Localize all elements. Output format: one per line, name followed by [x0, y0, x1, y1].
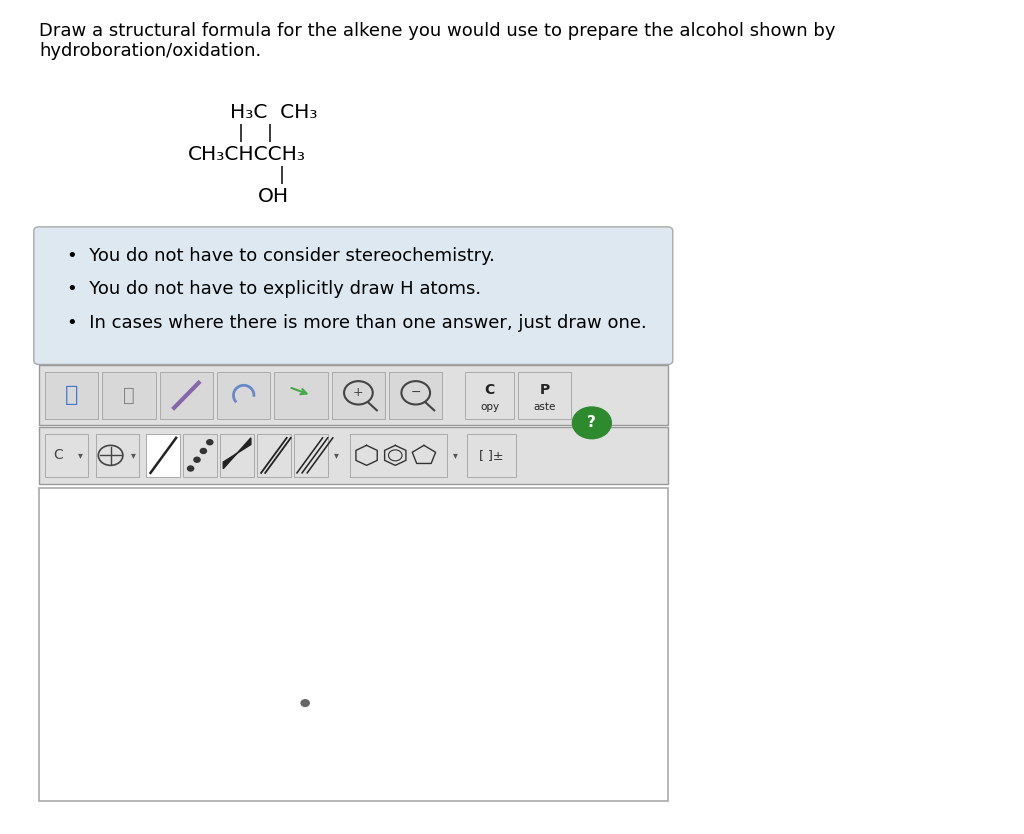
Text: •  In cases where there is more than one answer, just draw one.: • In cases where there is more than one … — [67, 314, 646, 332]
Text: C: C — [53, 449, 63, 462]
Text: H₃C  CH₃: H₃C CH₃ — [230, 103, 317, 122]
Circle shape — [187, 466, 194, 471]
FancyBboxPatch shape — [294, 434, 328, 477]
FancyBboxPatch shape — [518, 372, 571, 419]
FancyBboxPatch shape — [257, 434, 291, 477]
FancyBboxPatch shape — [217, 372, 270, 419]
FancyBboxPatch shape — [220, 434, 254, 477]
Text: aste: aste — [534, 402, 556, 412]
FancyBboxPatch shape — [39, 488, 668, 801]
Circle shape — [194, 457, 200, 462]
Text: ▾: ▾ — [335, 450, 339, 460]
Text: [ ]±: [ ]± — [479, 449, 504, 462]
Text: 🧪: 🧪 — [123, 386, 135, 404]
FancyBboxPatch shape — [39, 365, 668, 425]
Text: ▾: ▾ — [131, 450, 135, 460]
FancyBboxPatch shape — [45, 434, 88, 477]
FancyBboxPatch shape — [465, 372, 514, 419]
Text: ▾: ▾ — [79, 450, 83, 460]
FancyBboxPatch shape — [102, 372, 156, 419]
Text: P: P — [540, 383, 550, 397]
Text: |    |: | | — [238, 124, 272, 143]
Text: CH₃CHCCH₃: CH₃CHCCH₃ — [187, 145, 305, 163]
Text: |: | — [279, 166, 285, 184]
Text: +: + — [353, 386, 364, 399]
Text: −: − — [411, 386, 421, 399]
Text: ?: ? — [588, 414, 596, 430]
Circle shape — [201, 449, 207, 454]
FancyBboxPatch shape — [96, 434, 139, 477]
Text: Draw a structural formula for the alkene you would use to prepare the alcohol sh: Draw a structural formula for the alkene… — [39, 22, 836, 61]
FancyBboxPatch shape — [389, 372, 442, 419]
Circle shape — [207, 440, 213, 445]
Circle shape — [301, 700, 309, 706]
Text: C: C — [484, 383, 495, 397]
FancyBboxPatch shape — [45, 372, 98, 419]
Polygon shape — [223, 438, 251, 469]
FancyBboxPatch shape — [332, 372, 385, 419]
FancyBboxPatch shape — [146, 434, 180, 477]
Text: opy: opy — [480, 402, 499, 412]
Text: ▾: ▾ — [454, 450, 458, 460]
FancyBboxPatch shape — [467, 434, 516, 477]
FancyBboxPatch shape — [274, 372, 328, 419]
Text: •  You do not have to explicitly draw H atoms.: • You do not have to explicitly draw H a… — [67, 280, 480, 299]
Circle shape — [572, 407, 611, 439]
Text: •  You do not have to consider stereochemistry.: • You do not have to consider stereochem… — [67, 247, 495, 265]
FancyBboxPatch shape — [350, 434, 447, 477]
FancyBboxPatch shape — [183, 434, 217, 477]
Text: OH: OH — [258, 188, 289, 206]
FancyBboxPatch shape — [34, 227, 673, 364]
FancyBboxPatch shape — [160, 372, 213, 419]
Text: ✋: ✋ — [65, 385, 79, 405]
FancyBboxPatch shape — [39, 427, 668, 484]
